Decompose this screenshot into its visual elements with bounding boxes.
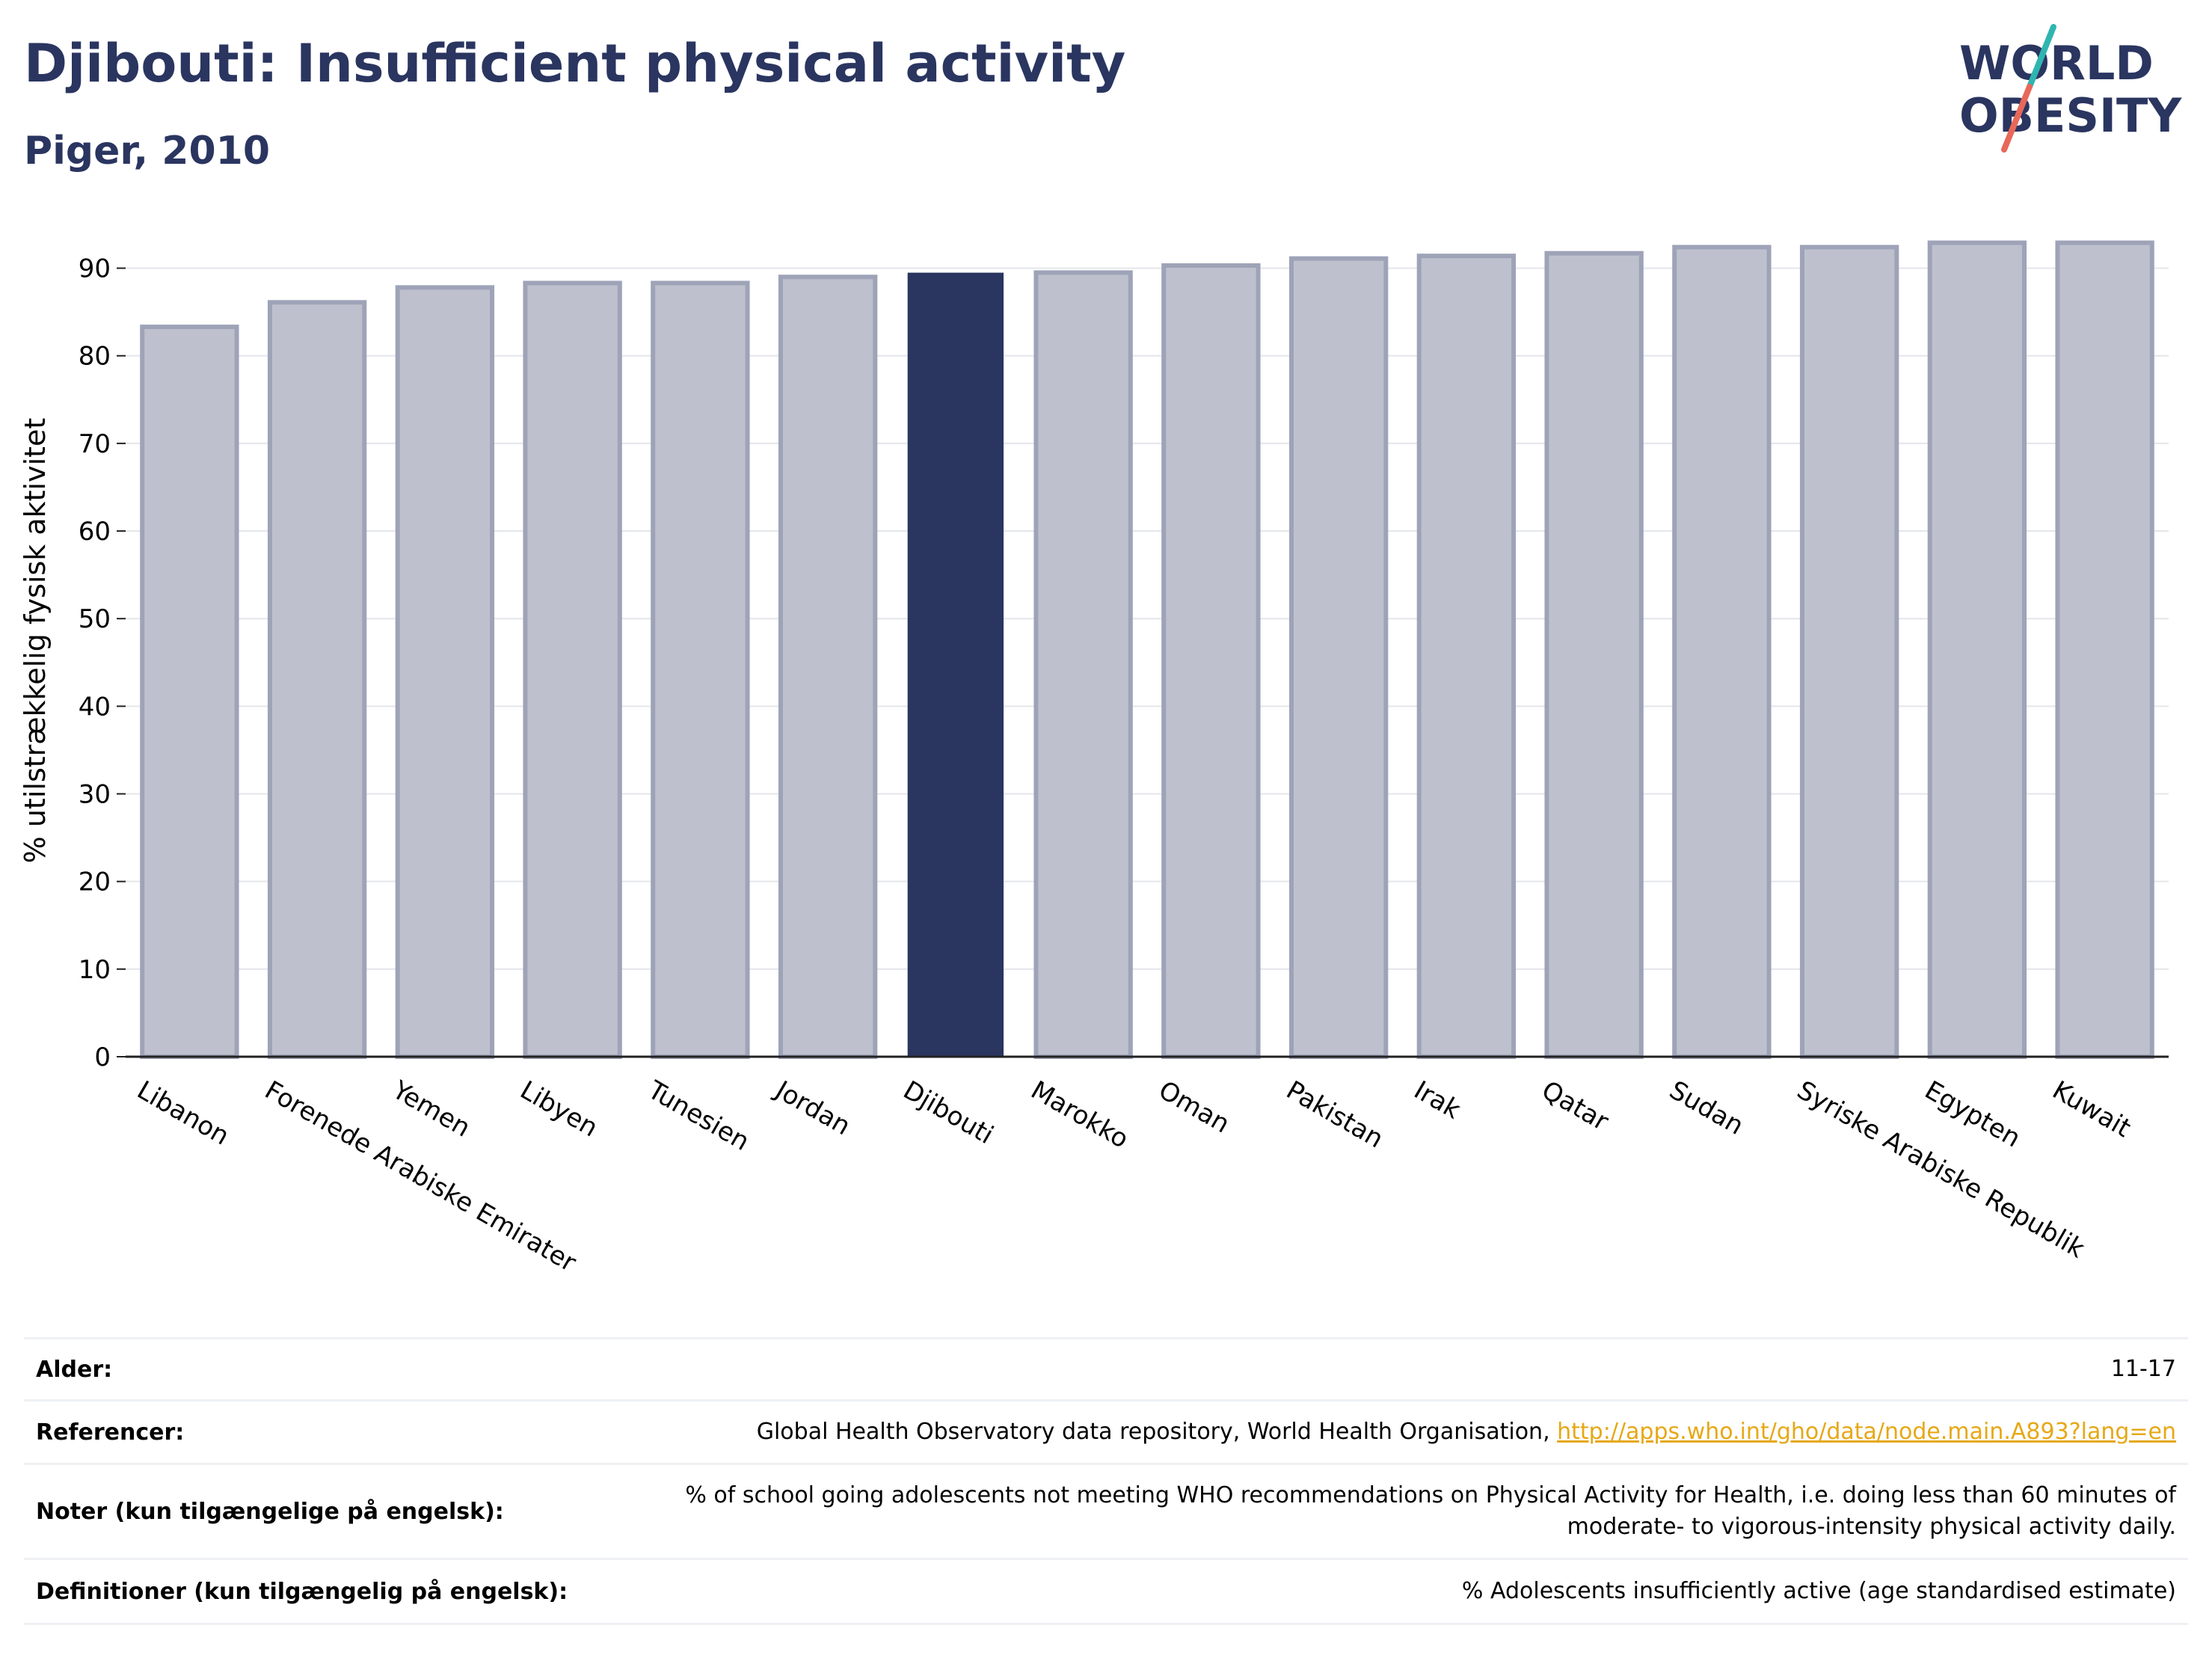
logo-slash-coral: [2001, 84, 2033, 153]
bar-jordan: [778, 274, 878, 1060]
metadata-table: Alder: 11-17 Referencer: Global Health O…: [24, 1337, 2188, 1625]
chart-subtitle: Piger, 2010: [24, 129, 271, 174]
bar-syriske-arabiske-republik: [1799, 245, 1899, 1059]
bar-yemen: [395, 285, 495, 1060]
meta-row-references: Referencer: Global Health Observatory da…: [24, 1399, 2188, 1465]
y-tick-label: 90: [79, 254, 111, 284]
x-tick-label: Qatar: [1537, 1075, 1614, 1137]
definitions-value: % Adolescents insufficiently active (age…: [586, 1558, 2188, 1625]
logo-slash-teal: [2027, 24, 2056, 90]
y-tick-label: 80: [79, 342, 111, 372]
bar-oman: [1161, 263, 1261, 1059]
references-link[interactable]: http://apps.who.int/gho/data/node.main.A…: [1557, 1419, 2176, 1445]
bar-chart: 0 10 20 30 40 50 60 70 80 90 Libanon Forenede Arab…: [19, 240, 2169, 1278]
notes-label: Noter (kun tilgængelige på engelsk):: [24, 1463, 586, 1560]
world-obesity-logo: WORLD OBESITY: [1959, 24, 2182, 153]
bar-qatar: [1544, 251, 1644, 1059]
bar-pakistan: [1288, 256, 1389, 1060]
x-tick-label: Jordan: [769, 1075, 855, 1142]
x-tick-label: Libanon: [132, 1075, 234, 1152]
y-tick-labels: 0 10 20 30 40 50 60 70 80 90: [79, 254, 126, 1072]
bar-marokko: [1033, 270, 1133, 1059]
x-tick-label: Yemen: [387, 1075, 476, 1143]
logo-text-world: WORLD: [1959, 36, 2154, 90]
notes-value: % of school going adolescents not meetin…: [586, 1463, 2188, 1560]
y-tick-label: 20: [79, 868, 111, 897]
definitions-label: Definitioner (kun tilgængelig på engelsk…: [24, 1558, 586, 1625]
bar-kuwait: [2055, 240, 2154, 1059]
age-label: Alder:: [24, 1337, 586, 1401]
notes-line-2: moderate- to vigorous-intensity physical…: [1567, 1514, 2176, 1540]
meta-row-notes: Noter (kun tilgængelige på engelsk): % o…: [24, 1463, 2188, 1560]
chart-title: Djibouti: Insufficient physical activity: [24, 33, 1126, 94]
x-tick-label: Marokko: [1026, 1075, 1134, 1155]
meta-row-age: Alder: 11-17: [24, 1337, 2188, 1401]
references-text: Global Health Observatory data repositor…: [756, 1419, 1558, 1445]
y-axis-title: % utilstrækkelig fysisk aktivitet: [19, 418, 52, 864]
y-tick-label: 70: [79, 429, 111, 459]
x-tick-label: Djibouti: [898, 1075, 998, 1151]
y-tick-label: 10: [79, 955, 111, 985]
x-tick-label: Libyen: [515, 1075, 603, 1143]
y-tick-label: 0: [94, 1043, 111, 1072]
notes-line-1: % of school going adolescents not meetin…: [685, 1482, 2176, 1508]
logo-text-obesity: OBESITY: [1959, 88, 2182, 143]
x-tick-label: Oman: [1153, 1075, 1235, 1140]
bar-djibouti: [907, 272, 1004, 1058]
y-tick-label: 50: [79, 604, 111, 634]
bar-irak: [1416, 254, 1517, 1059]
bar-egypten: [1927, 240, 2027, 1059]
bars: [140, 240, 2154, 1060]
x-tick-label: Pakistan: [1281, 1075, 1388, 1155]
bar-libyen: [523, 280, 622, 1059]
bar-libanon: [140, 325, 239, 1060]
bar-tunesien: [651, 280, 750, 1059]
bar-forenede-arabiske-emirater: [267, 300, 367, 1060]
y-tick-label: 30: [79, 780, 111, 810]
x-tick-label: Sudan: [1664, 1075, 1748, 1141]
x-tick-label: Egypten: [1920, 1075, 2026, 1154]
references-value: Global Health Observatory data repositor…: [586, 1399, 2188, 1465]
meta-row-definitions: Definitioner (kun tilgængelig på engelsk…: [24, 1558, 2188, 1625]
x-tick-label: Kuwait: [2047, 1075, 2136, 1143]
y-tick-label: 60: [79, 517, 111, 547]
age-value: 11-17: [586, 1337, 2188, 1401]
bar-sudan: [1672, 245, 1772, 1059]
references-label: Referencer:: [24, 1399, 586, 1465]
y-tick-label: 40: [79, 692, 111, 722]
x-tick-label: Tunesien: [642, 1075, 755, 1157]
x-tick-label: Irak: [1409, 1075, 1466, 1126]
